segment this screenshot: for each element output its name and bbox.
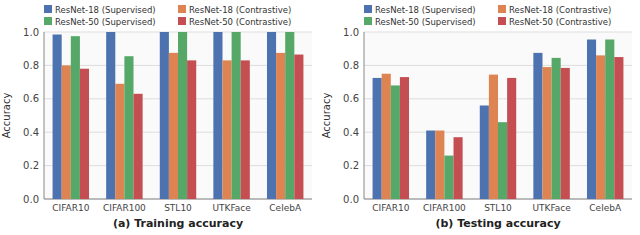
chart-title: (b) Testing accuracy — [435, 217, 560, 230]
legend-swatch — [364, 5, 372, 13]
bar — [71, 36, 80, 199]
bar — [614, 57, 623, 199]
x-tick-label: CelebA — [589, 203, 622, 213]
bar — [373, 78, 382, 199]
bars — [53, 32, 304, 199]
y-tick-label: 0.0 — [23, 194, 39, 205]
bar — [480, 105, 489, 199]
chart-title: (a) Training accuracy — [113, 217, 243, 230]
bar — [106, 32, 115, 199]
bar — [115, 84, 124, 199]
legend-label: ResNet-50 (Contrastive) — [509, 17, 611, 27]
bar — [169, 53, 178, 199]
bar — [542, 67, 551, 199]
bar — [426, 131, 435, 199]
page: {"chart_data": [ {"type": "bar", "title"… — [0, 0, 640, 235]
legend-label: ResNet-18 (Supervised) — [375, 5, 476, 15]
bar — [160, 32, 169, 199]
x-tick-label: CIFAR10 — [372, 203, 409, 213]
x-tick-label: STL10 — [484, 203, 512, 213]
bar — [435, 131, 444, 199]
x-tick-label: UTKFace — [532, 203, 571, 213]
bar — [124, 56, 133, 199]
x-tick-label: CelebA — [269, 203, 302, 213]
chart-panel: 0.0 0.2 0.4 0.6 0.8 1.0 CIFAR10 CIFAR100 STL10 UT… — [1, 5, 312, 231]
legend-swatch — [178, 5, 186, 13]
y-tick-label: 0.0 — [343, 194, 359, 205]
y-axis-line — [364, 32, 365, 199]
bar — [213, 32, 222, 199]
x-tick-label: CIFAR100 — [103, 203, 146, 213]
y-tick-label: 0.8 — [23, 60, 39, 71]
y-axis-label: Accuracy — [321, 93, 332, 139]
y-tick-label: 0.6 — [343, 93, 359, 104]
bar — [241, 60, 250, 199]
bar — [294, 55, 303, 199]
y-tick-label: 0.4 — [343, 127, 359, 138]
y-axis-label: Accuracy — [1, 93, 12, 139]
bar — [382, 74, 391, 199]
chart-figure: 0.0 0.2 0.4 0.6 0.8 1.0 CIFAR10 CIFAR100 STL10 UT… — [0, 0, 640, 235]
y-tick-label: 1.0 — [343, 27, 359, 38]
legend-swatch — [498, 17, 506, 25]
bar — [552, 58, 561, 199]
bar — [134, 94, 143, 199]
bar — [285, 32, 294, 199]
y-tick-label: 0.2 — [343, 160, 359, 171]
legend-swatch — [364, 17, 372, 25]
bar — [80, 69, 89, 199]
legend: ResNet-18 (Supervised) ResNet-18 (Contras… — [44, 5, 291, 27]
bar — [533, 53, 542, 199]
bar — [400, 77, 409, 199]
legend-label: ResNet-18 (Contrastive) — [509, 5, 611, 15]
bar — [62, 65, 71, 199]
bar — [276, 53, 285, 199]
bar — [391, 85, 400, 199]
bar — [489, 75, 498, 199]
legend-label: ResNet-18 (Contrastive) — [189, 5, 291, 15]
y-tick-label: 1.0 — [23, 27, 39, 38]
y-axis-line — [44, 32, 45, 199]
bar — [507, 78, 516, 199]
x-tick-label: CIFAR100 — [423, 203, 466, 213]
legend-swatch — [44, 5, 52, 13]
bar — [498, 122, 507, 199]
legend-label: ResNet-50 (Supervised) — [55, 17, 156, 27]
legend-label: ResNet-50 (Supervised) — [375, 17, 476, 27]
x-tick-label: UTKFace — [212, 203, 251, 213]
bar — [53, 35, 62, 199]
bar — [187, 60, 196, 199]
bars — [373, 40, 624, 199]
legend-swatch — [44, 17, 52, 25]
bar — [605, 40, 614, 199]
bar — [454, 137, 463, 199]
bar — [596, 55, 605, 199]
y-tick-label: 0.4 — [23, 127, 39, 138]
bar — [178, 32, 187, 199]
legend-swatch — [178, 17, 186, 25]
y-tick-label: 0.2 — [23, 160, 39, 171]
x-tick-label: CIFAR10 — [52, 203, 89, 213]
grid-line — [364, 32, 632, 33]
plot-area — [44, 32, 312, 199]
bar — [561, 68, 570, 199]
bar — [444, 156, 453, 199]
bar — [222, 60, 231, 199]
legend-swatch — [498, 5, 506, 13]
legend-label: ResNet-18 (Supervised) — [55, 5, 156, 15]
plot-area — [364, 32, 632, 199]
legend-label: ResNet-50 (Contrastive) — [189, 17, 291, 27]
y-tick-label: 0.6 — [23, 93, 39, 104]
bar — [587, 40, 596, 199]
bar — [232, 32, 241, 199]
bar — [267, 32, 276, 199]
y-tick-label: 0.8 — [343, 60, 359, 71]
chart-panel: 0.0 0.2 0.4 0.6 0.8 1.0 CIFAR10 CIFAR100 STL10 UT… — [321, 5, 632, 231]
legend: ResNet-18 (Supervised) ResNet-18 (Contras… — [364, 5, 611, 27]
x-tick-label: STL10 — [164, 203, 192, 213]
